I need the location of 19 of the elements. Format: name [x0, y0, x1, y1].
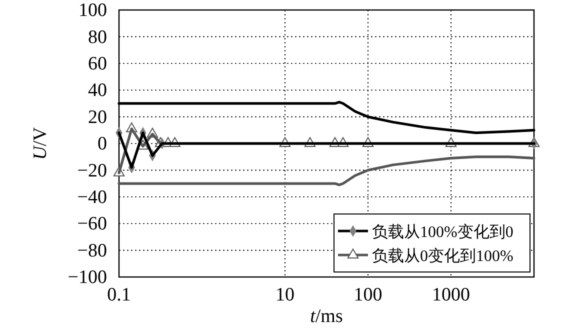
y-tick-label: −60	[77, 214, 107, 235]
x-axis-title: t/ms	[310, 306, 343, 327]
y-tick-label: −20	[77, 160, 107, 182]
y-tick-label: 100	[78, 0, 107, 22]
x-tick-label: 100	[354, 284, 382, 306]
x-tick-label: 0.1	[107, 284, 131, 306]
legend-label: 负载从0变化到100%	[372, 247, 514, 265]
y-axis-title: U/V	[30, 126, 51, 160]
y-tick-label: 60	[88, 53, 107, 74]
y-tick-label: 0	[98, 134, 107, 155]
y-tick-label: 20	[88, 106, 107, 128]
x-tick-label: 10	[276, 284, 294, 306]
y-tick-label: −100	[68, 267, 107, 288]
y-tick-label: 40	[88, 80, 107, 102]
y-tick-label: −40	[77, 186, 107, 208]
x-tick-label: 1000	[432, 284, 470, 306]
y-tick-label: 80	[88, 26, 107, 48]
legend-label: 负载从100%变化到0	[372, 223, 514, 241]
y-tick-label: −80	[77, 240, 107, 262]
